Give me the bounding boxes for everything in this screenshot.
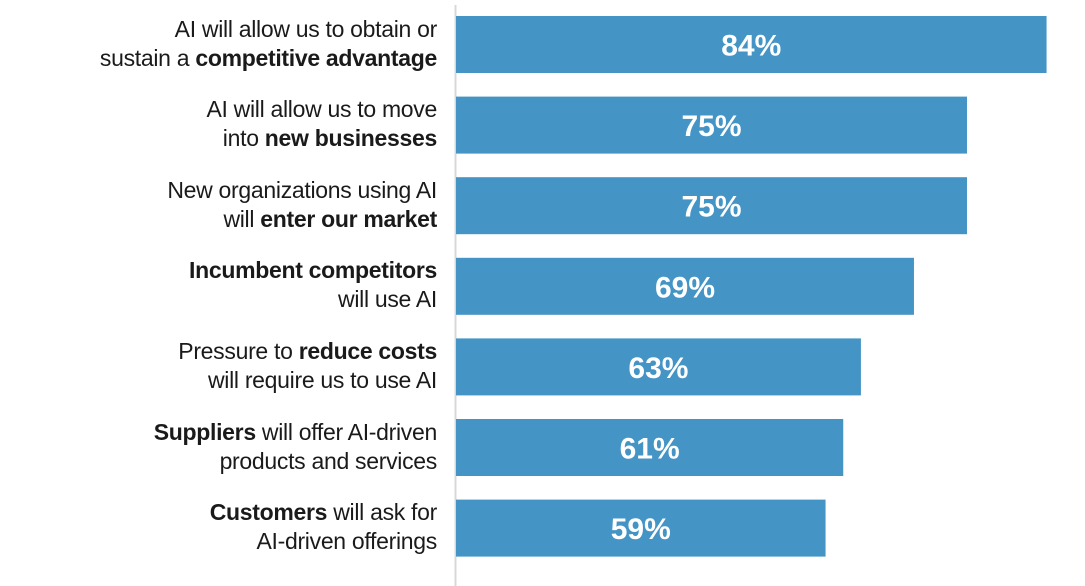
data-label: 75%	[681, 110, 741, 143]
label-segment: New organizations using AI	[167, 176, 437, 203]
label-segment: competitive advantage	[195, 44, 437, 71]
bar	[456, 177, 967, 235]
category-label: Suppliers will offer AI-driven products a…	[0, 418, 438, 476]
bar	[456, 338, 861, 396]
category-label: Incumbent competitors will use AI	[0, 256, 437, 314]
label-segment: Customers	[209, 499, 328, 526]
category-label: Pressure to reduce costs will require us …	[0, 337, 437, 395]
bar	[456, 96, 967, 154]
data-label: 63%	[628, 352, 688, 385]
label-segment: will require us to use AI	[207, 366, 437, 393]
bar	[456, 257, 914, 315]
label-segment: AI will allow us to obtain or	[174, 15, 438, 42]
data-label: 59%	[611, 513, 671, 546]
label-segment: new businesses	[264, 125, 438, 152]
label-segment: will ask for	[327, 499, 437, 526]
data-label: 84%	[721, 30, 781, 63]
label-segment: sustain a	[99, 44, 196, 71]
label-segment: will use AI	[338, 286, 437, 313]
label-segment: Incumbent competitors	[188, 257, 437, 284]
label-segment: AI-driven offerings	[256, 528, 437, 555]
label-segment: enter our market	[260, 205, 437, 232]
data-label: 61%	[620, 433, 680, 466]
label-segment: into	[222, 125, 265, 152]
label-segment: Suppliers	[153, 418, 256, 445]
label-segment: AI will allow us to move	[206, 96, 437, 123]
label-segment: reduce costs	[298, 337, 438, 364]
category-label: Customers will ask for AI-driven offering…	[0, 498, 438, 556]
category-label: AI will allow us to obtain or sustain a c…	[0, 15, 437, 73]
label-segment: products and services	[219, 447, 438, 474]
data-label: 75%	[681, 191, 741, 224]
data-label: 69%	[655, 271, 715, 304]
bar	[456, 499, 826, 557]
label-segment: will offer AI-driven	[255, 418, 437, 445]
category-label: AI will allow us to move into new busines…	[0, 95, 437, 153]
bar	[456, 419, 844, 476]
label-segment: will	[223, 205, 261, 232]
category-label: New organizations using AI will enter our…	[0, 176, 437, 234]
bar	[456, 16, 1047, 73]
label-segment: Pressure to	[178, 337, 299, 364]
